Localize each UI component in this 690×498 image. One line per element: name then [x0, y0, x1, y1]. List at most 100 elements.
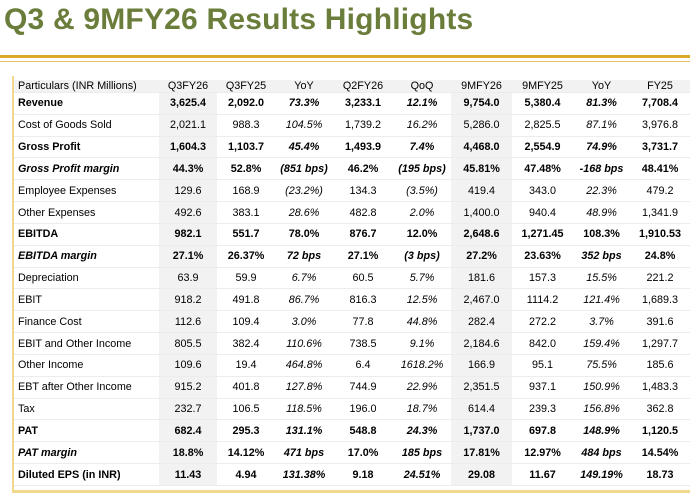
row-label: Gross Profit: [14, 136, 159, 159]
table-cell: 6.4: [333, 354, 393, 377]
column-header: QoQ: [393, 80, 451, 93]
table-cell: 3,625.4: [159, 92, 217, 115]
table-cell: 3,731.7: [630, 136, 690, 159]
table-row: EBITDA 982.1 551.7 78.0% 876.7 12.0% 2,648.6 1,…: [14, 223, 690, 246]
row-label: Cost of Goods Sold: [14, 114, 159, 137]
table-cell: 134.3: [333, 179, 393, 203]
table-cell: 108.3%: [573, 223, 630, 246]
table-cell: 131.38%: [275, 463, 333, 486]
table-cell: 3,233.1: [333, 92, 393, 115]
table-cell: 7.4%: [393, 136, 451, 159]
row-label: Depreciation: [14, 267, 159, 290]
row-label: EBIT and Other Income: [14, 332, 159, 355]
table-cell: 816.3: [333, 288, 393, 312]
header-particulars: Particulars (INR Millions): [14, 80, 159, 93]
table-cell: 876.7: [333, 223, 393, 246]
table-cell: 1,483.3: [630, 376, 690, 399]
table-cell: 63.9: [159, 267, 217, 290]
table-cell: 75.5%: [573, 354, 630, 377]
table-cell: 1,910.53: [630, 223, 690, 246]
table-cell: 982.1: [159, 223, 217, 246]
table-cell: 12.97%: [512, 441, 573, 465]
table-cell: (851 bps): [275, 157, 333, 181]
table-cell: 196.0: [333, 398, 393, 421]
table-cell: 738.5: [333, 332, 393, 355]
table-cell: 26.37%: [217, 245, 275, 268]
table-cell: 842.0: [512, 332, 573, 355]
table-cell: 232.7: [159, 398, 217, 421]
table-cell: (195 bps): [393, 157, 451, 181]
table-cell: 464.8%: [275, 354, 333, 377]
table-cell: 805.5: [159, 332, 217, 355]
table-cell: 77.8: [333, 310, 393, 334]
table-cell: 239.3: [512, 398, 573, 421]
table-cell: 1,689.3: [630, 288, 690, 312]
table-header-row: Particulars (INR Millions) Q3FY26 Q3FY25 Yo…: [14, 80, 690, 93]
table-cell: 1,739.2: [333, 114, 393, 137]
table-row: Depreciation 63.9 59.9 6.7% 60.5 5.7% 181.6 157…: [14, 267, 690, 290]
table-cell: 28.6%: [275, 201, 333, 224]
table-cell: 17.0%: [333, 441, 393, 465]
row-label: EBITDA: [14, 223, 159, 246]
table-cell: 127.8%: [275, 376, 333, 399]
table-cell: 221.2: [630, 267, 690, 290]
table-cell: 419.4: [451, 179, 512, 203]
table-cell: 697.8: [512, 419, 573, 443]
table-row: Other Income 109.6 19.4 464.8% 6.4 1618.2% 166…: [14, 354, 690, 377]
table-cell: 391.6: [630, 310, 690, 334]
table-cell: 129.6: [159, 179, 217, 203]
table-cell: 27.1%: [159, 245, 217, 268]
page-title: Q3 & 9MFY26 Results Highlights: [4, 3, 474, 36]
table-cell: 1,297.7: [630, 332, 690, 355]
table-cell: (23.2%): [275, 179, 333, 203]
column-header: YoY: [573, 80, 630, 93]
table-cell: 12.0%: [393, 223, 451, 246]
table-cell: 2,021.1: [159, 114, 217, 137]
results-table: Particulars (INR Millions) Q3FY26 Q3FY25 Yo…: [14, 80, 690, 486]
table-row: Tax 232.7 106.5 118.5% 196.0 18.7% 614.4 239.3 1…: [14, 398, 690, 421]
row-label: Tax: [14, 398, 159, 421]
table-cell: 47.48%: [512, 157, 573, 181]
table-cell: 3.0%: [275, 310, 333, 334]
table-cell: 48.41%: [630, 157, 690, 181]
table-cell: 23.63%: [512, 245, 573, 268]
column-header: FY25: [630, 80, 690, 93]
column-header: 9MFY25: [512, 80, 573, 93]
table-cell: 109.4: [217, 310, 275, 334]
table-cell: 362.8: [630, 398, 690, 421]
table-row: Cost of Goods Sold 2,021.1 988.3 104.5% 1,73…: [14, 114, 690, 137]
table-cell: 1618.2%: [393, 354, 451, 377]
table-cell: 282.4: [451, 310, 512, 334]
table-row: PAT 682.4 295.3 131.1% 548.8 24.3% 1,737.0 697.…: [14, 419, 690, 443]
table-cell: 14.12%: [217, 441, 275, 465]
table-row: EBT after Other Income 915.2 401.8 127.8% 74…: [14, 376, 690, 399]
table-cell: 72 bps: [275, 245, 333, 268]
table-cell: 295.3: [217, 419, 275, 443]
table-cell: 95.1: [512, 354, 573, 377]
table-cell: 2,648.6: [451, 223, 512, 246]
table-row: PAT margin 18.8% 14.12% 471 bps 17.0% 185 bps…: [14, 441, 690, 465]
table-cell: 74.9%: [573, 136, 630, 159]
table-cell: 383.1: [217, 201, 275, 224]
table-cell: 12.5%: [393, 288, 451, 312]
table-cell: 918.2: [159, 288, 217, 312]
table-cell: 5.7%: [393, 267, 451, 290]
table-cell: 29.08: [451, 463, 512, 486]
row-label: Revenue: [14, 92, 159, 115]
table-row: Other Expenses 492.6 383.1 28.6% 482.8 2.0% 1,…: [14, 201, 690, 224]
table-cell: 2,554.9: [512, 136, 573, 159]
table-row: Diluted EPS (in INR) 11.43 4.94 131.38% 9.18…: [14, 463, 690, 486]
table-frame: [12, 76, 690, 493]
table-cell: 937.1: [512, 376, 573, 399]
table-cell: 24.8%: [630, 245, 690, 268]
table-cell: 149.19%: [573, 463, 630, 486]
table-cell: 1,400.0: [451, 201, 512, 224]
table-cell: 104.5%: [275, 114, 333, 137]
column-header: Q2FY26: [333, 80, 393, 93]
table-cell: 78.0%: [275, 223, 333, 246]
table-cell: 482.8: [333, 201, 393, 224]
table-cell: 1,271.45: [512, 223, 573, 246]
table-cell: 479.2: [630, 179, 690, 203]
table-cell: 59.9: [217, 267, 275, 290]
table-cell: 988.3: [217, 114, 275, 137]
